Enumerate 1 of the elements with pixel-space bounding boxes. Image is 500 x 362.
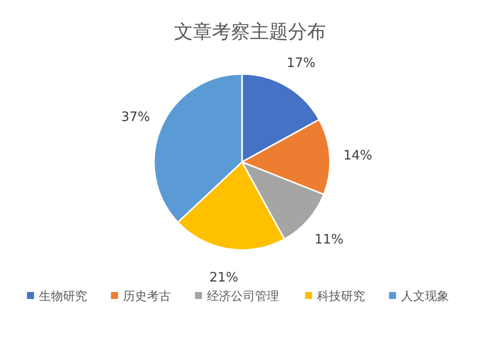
title: 文章考察主题分布 bbox=[174, 21, 326, 43]
